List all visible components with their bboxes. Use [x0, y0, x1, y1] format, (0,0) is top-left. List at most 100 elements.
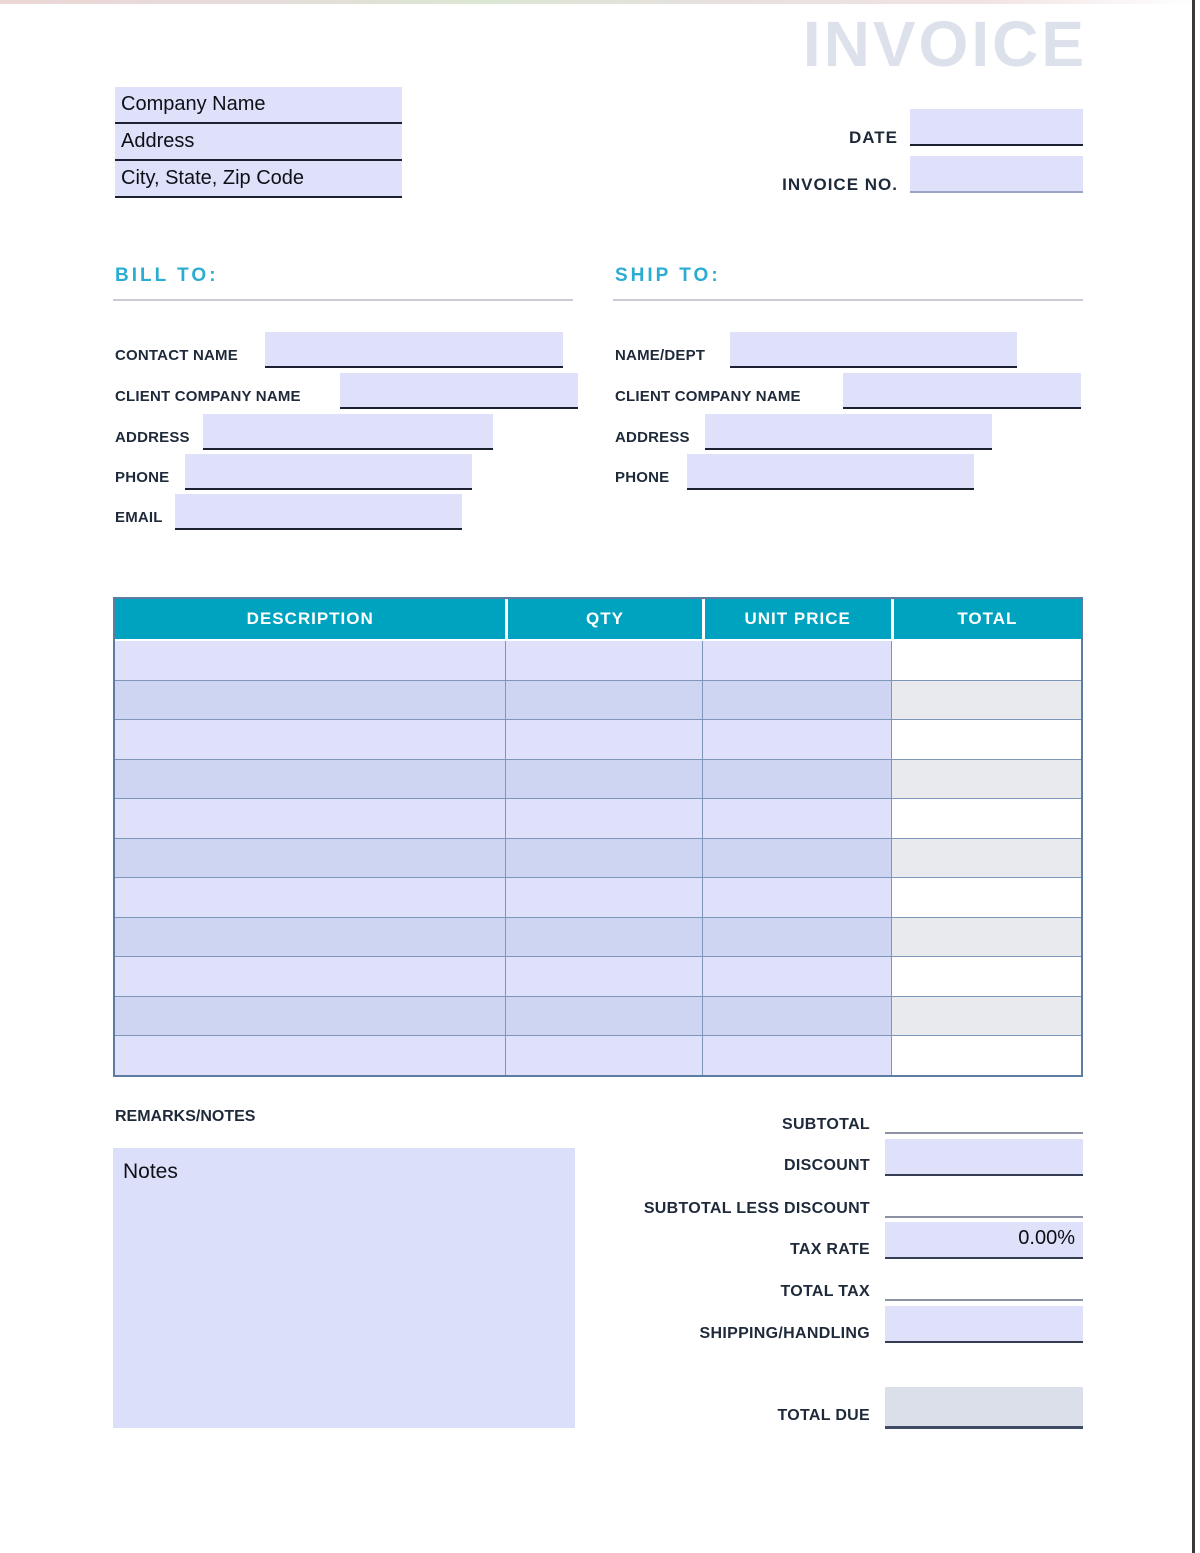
subtotal-less-discount-field[interactable] [885, 1216, 1083, 1218]
cell-qty[interactable] [505, 957, 702, 996]
total-tax-field[interactable] [885, 1299, 1083, 1301]
cell-qty[interactable] [505, 1036, 702, 1075]
cell-total[interactable] [890, 641, 1081, 680]
cell-total[interactable] [890, 720, 1081, 759]
discount-field[interactable] [885, 1139, 1083, 1176]
bill-contact-name-field[interactable] [265, 332, 563, 368]
cell-description[interactable] [115, 680, 506, 719]
cell-qty[interactable] [505, 799, 702, 838]
ship-name-dept-label: NAME/DEPT [615, 347, 706, 364]
cell-unit-price[interactable] [701, 878, 891, 917]
cell-description[interactable] [115, 878, 506, 917]
header-description: DESCRIPTION [115, 599, 506, 639]
cell-description[interactable] [115, 996, 506, 1035]
bill-contact-name-label: CONTACT NAME [115, 347, 238, 364]
subtotal-less-discount-label: SUBTOTAL LESS DISCOUNT [643, 1200, 870, 1217]
ship-to-heading: SHIP TO: [615, 265, 721, 286]
shipping-handling-field[interactable] [885, 1306, 1083, 1343]
cell-qty[interactable] [505, 917, 702, 956]
subtotal-label: SUBTOTAL [781, 1116, 870, 1133]
table-row [115, 916, 1081, 956]
cell-description[interactable] [115, 957, 506, 996]
total-due-field[interactable] [885, 1387, 1083, 1429]
bill-client-company-field[interactable] [340, 373, 578, 409]
cell-qty[interactable] [505, 759, 702, 798]
ship-phone-field[interactable] [687, 454, 974, 490]
cell-total[interactable] [890, 878, 1081, 917]
ship-phone-label: PHONE [615, 469, 670, 486]
ship-address-field[interactable] [705, 414, 992, 450]
cell-total[interactable] [890, 917, 1081, 956]
ship-client-company-field[interactable] [843, 373, 1081, 409]
cell-unit-price[interactable] [701, 799, 891, 838]
header-unit-price: UNIT PRICE [704, 599, 891, 639]
table-row [115, 877, 1081, 917]
company-city-field[interactable]: City, State, Zip Code [115, 161, 402, 198]
cell-description[interactable] [115, 799, 506, 838]
bill-phone-field[interactable] [185, 454, 472, 490]
cell-qty[interactable] [505, 680, 702, 719]
ship-address-label: ADDRESS [615, 429, 690, 446]
table-row [115, 995, 1081, 1035]
bill-address-field[interactable] [203, 414, 493, 450]
cell-unit-price[interactable] [701, 838, 891, 877]
table-row [115, 679, 1081, 719]
cell-description[interactable] [115, 759, 506, 798]
cell-unit-price[interactable] [701, 720, 891, 759]
items-table-header: DESCRIPTION QTY UNIT PRICE TOTAL [115, 599, 1081, 639]
cell-description[interactable] [115, 838, 506, 877]
company-name-field[interactable]: Company Name [115, 87, 402, 124]
discount-label: DISCOUNT [784, 1157, 870, 1174]
cell-total[interactable] [890, 996, 1081, 1035]
notes-field[interactable]: Notes [113, 1148, 575, 1428]
cell-unit-price[interactable] [701, 759, 891, 798]
cell-qty[interactable] [505, 720, 702, 759]
cell-total[interactable] [890, 838, 1081, 877]
header-qty: QTY [508, 599, 702, 639]
cell-total[interactable] [890, 1036, 1081, 1075]
cell-description[interactable] [115, 917, 506, 956]
cell-qty[interactable] [505, 641, 702, 680]
cell-description[interactable] [115, 641, 506, 680]
invoice-no-field[interactable] [910, 156, 1083, 193]
cell-description[interactable] [115, 1036, 506, 1075]
cell-qty[interactable] [505, 838, 702, 877]
cell-qty[interactable] [505, 878, 702, 917]
cell-unit-price[interactable] [701, 641, 891, 680]
ship-to-rule [613, 299, 1083, 301]
cell-qty[interactable] [505, 996, 702, 1035]
cell-unit-price[interactable] [701, 996, 891, 1035]
bill-email-field[interactable] [175, 494, 462, 530]
ship-name-dept-field[interactable] [730, 332, 1017, 368]
company-address-field[interactable]: Address [115, 124, 402, 161]
table-row [115, 641, 1081, 680]
subtotal-field[interactable] [885, 1132, 1083, 1134]
invoice-no-label: INVOICE NO. [782, 175, 898, 194]
bill-email-label: EMAIL [115, 509, 163, 526]
total-tax-label: TOTAL TAX [780, 1283, 870, 1300]
cell-unit-price[interactable] [701, 680, 891, 719]
cell-total[interactable] [890, 680, 1081, 719]
cell-unit-price[interactable] [701, 917, 891, 956]
table-row [115, 798, 1081, 838]
bill-to-rule [113, 299, 573, 301]
date-field[interactable] [910, 109, 1083, 146]
page-top-edge [0, 0, 1200, 4]
table-row [115, 719, 1081, 759]
cell-description[interactable] [115, 720, 506, 759]
bill-to-heading: BILL TO: [115, 265, 219, 286]
page-title: INVOICE [802, 8, 1087, 80]
cell-total[interactable] [890, 957, 1081, 996]
cell-total[interactable] [890, 759, 1081, 798]
page-right-edge [1192, 0, 1195, 1553]
date-label: DATE [848, 128, 898, 147]
cell-unit-price[interactable] [701, 957, 891, 996]
items-table-body [115, 639, 1081, 1075]
tax-rate-field[interactable]: 0.00% [885, 1222, 1083, 1259]
cell-total[interactable] [890, 799, 1081, 838]
total-due-label: TOTAL DUE [777, 1407, 870, 1424]
header-total: TOTAL [893, 599, 1081, 639]
cell-unit-price[interactable] [701, 1036, 891, 1075]
table-row [115, 837, 1081, 877]
